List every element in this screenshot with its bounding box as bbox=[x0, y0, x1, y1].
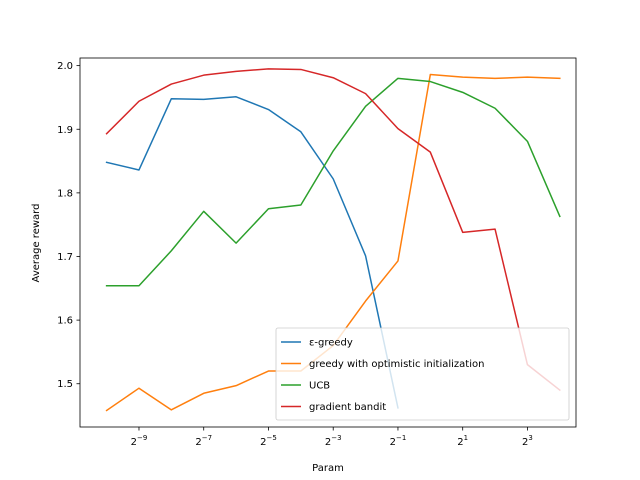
series-line-2 bbox=[105, 77, 561, 287]
series-line-3 bbox=[105, 68, 561, 392]
x-tick-label-1: 2−7 bbox=[195, 434, 212, 448]
x-tick-label-5: 21 bbox=[457, 434, 468, 448]
x-tick-base-2: 2 bbox=[260, 437, 266, 448]
x-tick-base-6: 2 bbox=[522, 437, 528, 448]
y-tick-label-0: 1.5 bbox=[57, 379, 73, 390]
y-tick-label-3: 1.8 bbox=[57, 188, 73, 199]
x-tick-base-1: 2 bbox=[195, 437, 201, 448]
x-tick-exponent-0: −9 bbox=[137, 434, 147, 442]
x-axis-label: Param bbox=[312, 463, 344, 474]
y-axis-label: Average reward bbox=[31, 204, 42, 283]
y-tick-label-1: 1.6 bbox=[57, 316, 73, 327]
x-tick-base-0: 2 bbox=[131, 437, 137, 448]
x-tick-exponent-3: −3 bbox=[331, 434, 341, 442]
axes: 2−9 2−7 2−5 2−3 2−1 21 231.51.61.71.81.92.0 bbox=[57, 57, 577, 448]
legend-box bbox=[275, 327, 570, 421]
legend-label-1: greedy with optimistic initialization bbox=[309, 359, 484, 370]
y-tick-label-5: 2.0 bbox=[57, 61, 73, 72]
axes-frame bbox=[79, 57, 577, 428]
series-line-0 bbox=[105, 96, 399, 409]
legend-label-0: ε-greedy bbox=[309, 338, 353, 349]
x-tick-label-2: 2−5 bbox=[260, 434, 277, 448]
y-tick-label-2: 1.7 bbox=[57, 252, 73, 263]
x-tick-base-5: 2 bbox=[457, 437, 463, 448]
x-tick-label-3: 2−3 bbox=[325, 434, 342, 448]
x-tick-exponent-6: 3 bbox=[528, 434, 532, 442]
x-tick-exponent-5: 1 bbox=[464, 434, 468, 442]
legend-label-2: UCB bbox=[309, 381, 330, 392]
x-tick-label-4: 2−1 bbox=[390, 434, 407, 448]
x-tick-label-0: 2−9 bbox=[131, 434, 148, 448]
y-tick-label-4: 1.9 bbox=[57, 125, 73, 136]
x-tick-exponent-4: −1 bbox=[396, 434, 406, 442]
legend: ε-greedy greedy with optimistic initializ… bbox=[275, 327, 570, 421]
x-tick-exponent-2: −5 bbox=[266, 434, 276, 442]
x-tick-exponent-1: −7 bbox=[202, 434, 212, 442]
x-tick-base-4: 2 bbox=[390, 437, 396, 448]
x-tick-base-3: 2 bbox=[325, 437, 331, 448]
legend-label-3: gradient bandit bbox=[309, 402, 386, 413]
x-tick-label-6: 23 bbox=[522, 434, 533, 448]
